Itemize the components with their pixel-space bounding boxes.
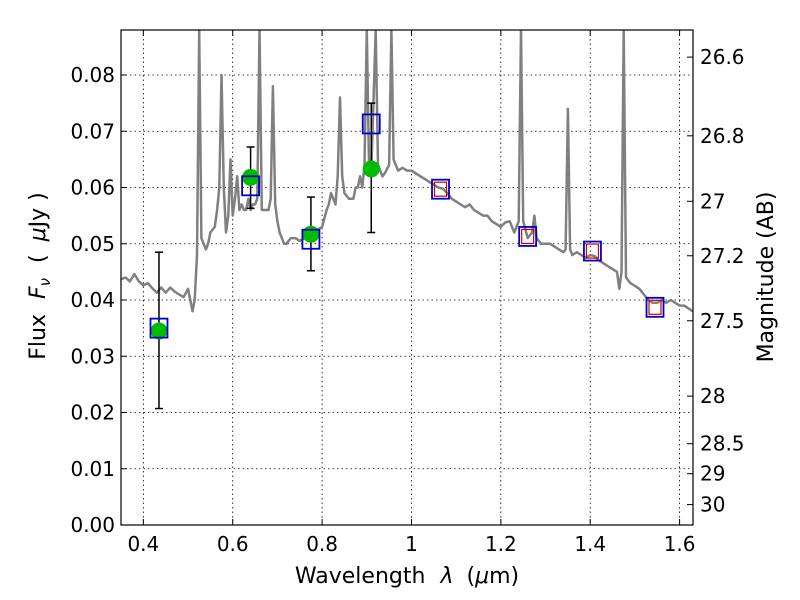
model-flux-box-inner <box>433 181 448 197</box>
plot-frame <box>120 29 694 526</box>
model-flux-box <box>583 240 602 262</box>
model-flux-box <box>518 226 538 247</box>
y-axis-label-text: Flux <box>26 314 51 360</box>
y-axis-label-unit-rest: Jy ) <box>26 192 51 229</box>
x-tick-label: 1 <box>405 532 418 556</box>
x-axis-label-unit-open: ( <box>466 564 475 589</box>
x-tick-label: 1.6 <box>664 532 696 556</box>
y-axis-ticks: 0.00 0.01 0.02 0.03 0.04 0.05 0.06 0.07 0.08 <box>70 63 127 537</box>
magnitude-tick-label: 28.5 <box>700 432 745 456</box>
magnitude-axis-label: Magnitude (AB) <box>754 192 779 363</box>
model-flux-box-inner <box>648 299 662 315</box>
y-axis-label-unit-open: ( <box>26 254 51 263</box>
model-flux-box <box>241 175 260 197</box>
model-boxes-layer <box>149 113 665 339</box>
magnitude-tick-label: 26.6 <box>700 45 745 69</box>
model-flux-box <box>645 296 665 318</box>
y-axis-label-subscript: ν <box>36 278 54 286</box>
y-axis-label: Flux Fν ( μJy ) <box>26 192 56 359</box>
magnitude-tick-label: 27 <box>700 189 725 213</box>
y-tick-label: 0.02 <box>70 401 115 425</box>
y-tick-label: 0.07 <box>70 119 115 143</box>
model-flux-box-inner <box>521 228 535 245</box>
model-flux-box-inner <box>585 243 600 259</box>
model-flux-box <box>149 317 169 339</box>
magnitude-tick-label: 26.8 <box>700 124 745 148</box>
x-tick-label: 0.4 <box>127 532 159 556</box>
magnitude-tick-label: 27.5 <box>700 309 745 333</box>
observed-flux-point <box>362 160 380 178</box>
x-tick-label: 0.6 <box>217 532 249 556</box>
y-tick-label: 0.04 <box>70 288 115 312</box>
plot-background <box>121 30 693 525</box>
model-flux-box <box>431 178 450 200</box>
model-flux-box <box>361 113 381 135</box>
observed-flux-point <box>150 322 168 340</box>
magnitude-axis-ticks: 26.6 26.8 27 27.2 27.5 28 28.5 29 30 <box>687 45 745 517</box>
observed-flux-point <box>302 225 320 243</box>
x-tick-label: 1.2 <box>485 532 517 556</box>
magnitude-tick-label: 27.2 <box>700 244 745 268</box>
x-axis-label-unit-mu: μ <box>474 564 489 589</box>
x-axis-label: Wavelength λ (μm) <box>295 564 519 589</box>
observed-flux-point <box>242 168 260 186</box>
grid-lines <box>121 30 693 526</box>
y-axis-label-unit-mu: μ <box>26 227 51 242</box>
x-axis-ticks: 0.4 0.6 0.8 1 1.2 1.4 1.6 <box>127 30 696 556</box>
magnitude-tick-label: 30 <box>700 493 725 517</box>
y-tick-label: 0.03 <box>70 344 115 368</box>
y-tick-label: 0.06 <box>70 176 115 200</box>
x-tick-label: 1.4 <box>574 532 606 556</box>
y-tick-label: 0.01 <box>70 457 115 481</box>
x-axis-label-text: Wavelength <box>295 564 426 589</box>
x-axis-label-unit-rest: m) <box>489 564 519 589</box>
magnitude-tick-label: 29 <box>700 462 725 486</box>
x-tick-label: 0.8 <box>306 532 338 556</box>
y-tick-label: 0.00 <box>70 513 115 537</box>
model-flux-box <box>301 228 321 250</box>
magnitude-tick-label: 28 <box>700 384 725 408</box>
y-tick-label: 0.05 <box>70 232 115 256</box>
y-tick-label: 0.08 <box>70 63 115 87</box>
y-axis-label-symbol: F <box>26 286 51 299</box>
x-axis-label-symbol: λ <box>439 564 453 589</box>
